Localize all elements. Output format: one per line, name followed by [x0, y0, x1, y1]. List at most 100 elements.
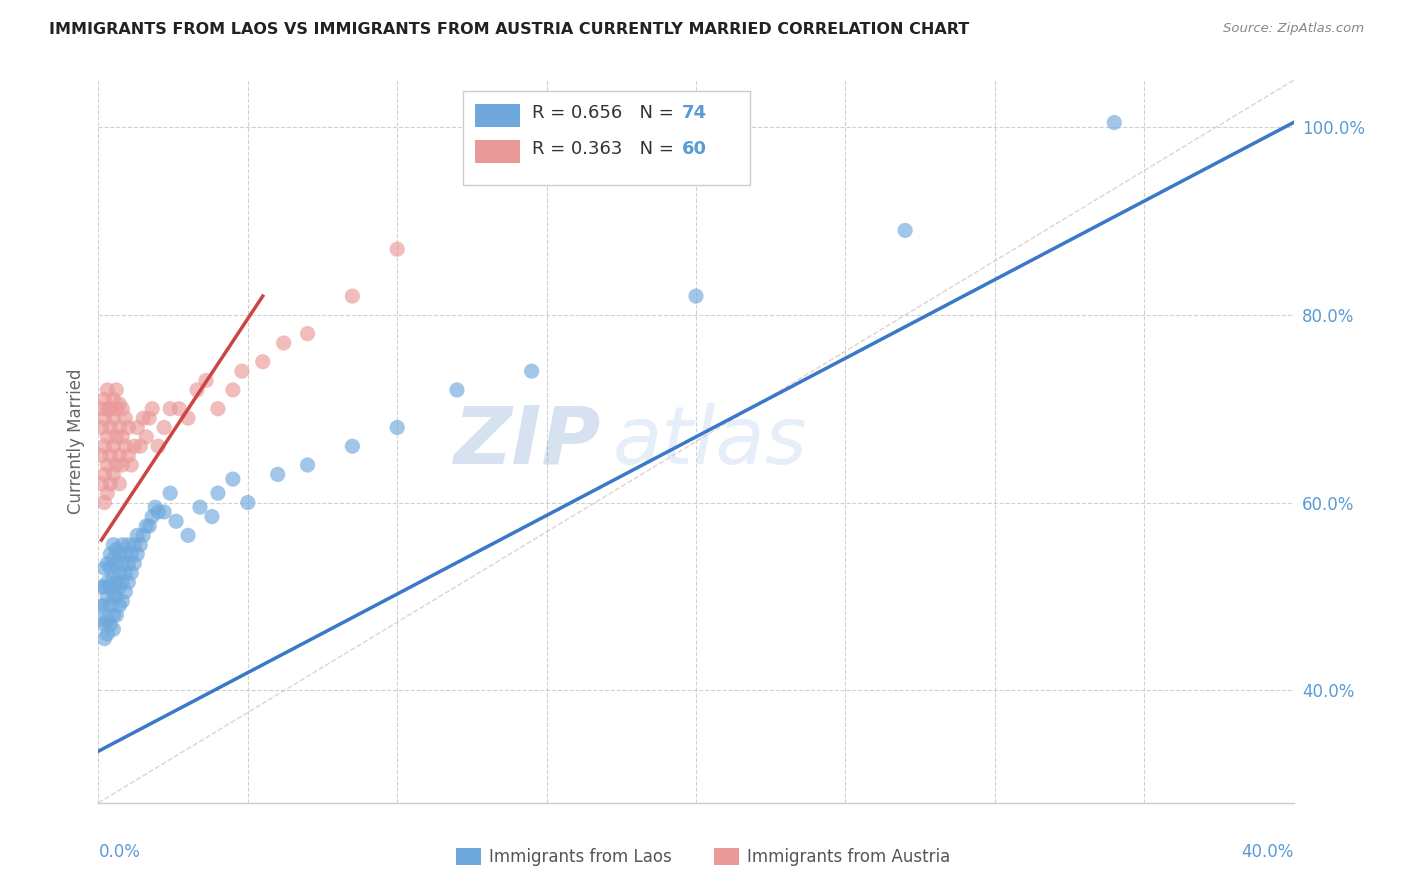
Point [342, 289, 364, 303]
Point [132, 411, 155, 425]
Point [127, 547, 149, 561]
Point [93, 439, 115, 453]
Text: 60: 60 [682, 140, 707, 158]
Point [520, 364, 543, 378]
Text: atlas: atlas [613, 402, 807, 481]
Point [103, 551, 125, 566]
Point [148, 439, 170, 453]
Point [96, 458, 118, 472]
Point [96, 613, 118, 627]
Point [124, 538, 146, 552]
Point [108, 547, 131, 561]
Point [273, 336, 295, 351]
Point [127, 420, 149, 434]
Point [103, 467, 125, 482]
Point [177, 411, 200, 425]
Point [108, 580, 131, 594]
Point [159, 401, 181, 416]
Point [103, 608, 125, 623]
Point [111, 538, 134, 552]
FancyBboxPatch shape [475, 140, 520, 163]
Point [105, 608, 128, 623]
Point [93, 495, 115, 509]
Text: 40.0%: 40.0% [1241, 843, 1294, 861]
Point [103, 590, 125, 604]
Text: Source: ZipAtlas.com: Source: ZipAtlas.com [1223, 22, 1364, 36]
Point [385, 242, 409, 256]
Point [141, 509, 163, 524]
Point [165, 514, 187, 528]
Point [111, 458, 134, 472]
Point [103, 439, 125, 453]
Point [98, 476, 122, 491]
Point [114, 566, 136, 580]
Point [103, 411, 125, 425]
Point [342, 439, 364, 453]
Point [98, 547, 122, 561]
Point [894, 223, 917, 237]
Point [93, 392, 115, 407]
Point [98, 420, 122, 434]
Point [231, 364, 253, 378]
Point [195, 374, 218, 388]
Point [153, 505, 176, 519]
Point [103, 571, 125, 585]
Point [129, 538, 152, 552]
Point [96, 430, 118, 444]
Point [105, 401, 128, 416]
Point [127, 528, 149, 542]
Point [105, 575, 128, 590]
Point [105, 557, 128, 571]
Point [120, 547, 142, 561]
Text: ZIP: ZIP [453, 402, 600, 481]
Point [96, 557, 118, 571]
Text: IMMIGRANTS FROM LAOS VS IMMIGRANTS FROM AUSTRIA CURRENTLY MARRIED CORRELATION CH: IMMIGRANTS FROM LAOS VS IMMIGRANTS FROM … [49, 22, 970, 37]
FancyBboxPatch shape [463, 91, 749, 185]
Point [108, 599, 131, 613]
Point [685, 289, 707, 303]
Point [105, 542, 128, 557]
Point [236, 495, 259, 509]
Point [96, 401, 118, 416]
Y-axis label: Currently Married: Currently Married [66, 368, 84, 515]
Point [117, 575, 139, 590]
Text: 0.0%: 0.0% [98, 843, 141, 861]
Point [186, 383, 208, 397]
Point [98, 580, 122, 594]
Point [98, 599, 122, 613]
Point [96, 590, 118, 604]
Point [114, 411, 136, 425]
Point [141, 401, 163, 416]
Point [93, 561, 115, 575]
Point [124, 557, 146, 571]
Point [267, 467, 290, 482]
Point [297, 326, 319, 341]
Point [207, 486, 229, 500]
Legend: Immigrants from Laos, Immigrants from Austria: Immigrants from Laos, Immigrants from Au… [449, 841, 957, 873]
Point [96, 627, 118, 641]
Point [93, 411, 115, 425]
Point [96, 575, 118, 590]
Point [120, 458, 142, 472]
Point [188, 500, 211, 515]
Point [222, 383, 245, 397]
Point [446, 383, 468, 397]
Point [90, 599, 112, 613]
Point [93, 580, 115, 594]
Point [148, 505, 170, 519]
Point [143, 500, 166, 515]
Text: R = 0.363   N =: R = 0.363 N = [533, 140, 681, 158]
Point [108, 449, 131, 463]
Point [108, 566, 131, 580]
Point [114, 584, 136, 599]
Point [90, 449, 112, 463]
Point [138, 519, 160, 533]
Point [96, 383, 118, 397]
Point [103, 622, 125, 636]
Point [201, 509, 224, 524]
Point [103, 392, 125, 407]
Point [90, 613, 112, 627]
Point [108, 397, 131, 411]
Point [96, 486, 118, 500]
Point [93, 599, 115, 613]
